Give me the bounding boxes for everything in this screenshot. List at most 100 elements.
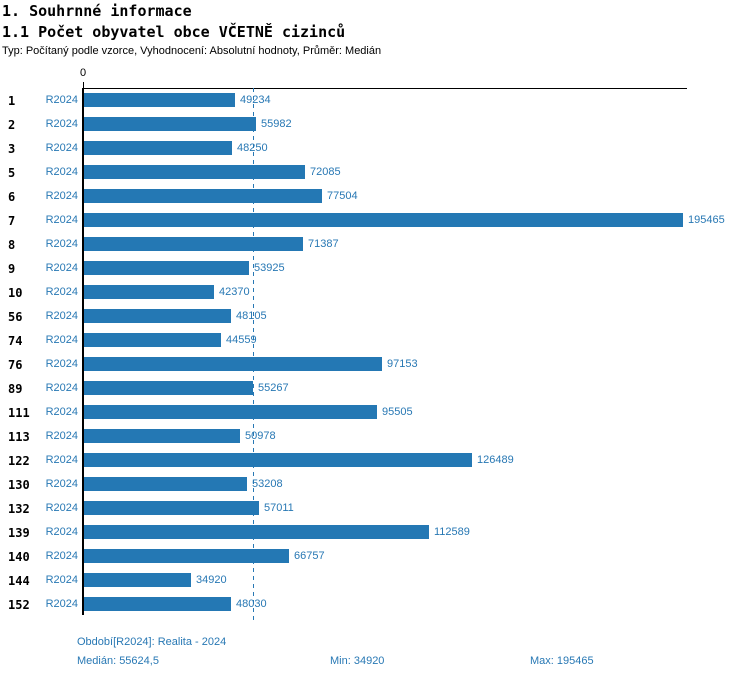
- bar: [84, 429, 240, 443]
- bar: [84, 141, 232, 155]
- bar-value-label: 53208: [252, 478, 283, 490]
- bar-value-label: 55982: [261, 118, 292, 130]
- bar: [84, 333, 221, 347]
- row-series-label: R2024: [45, 574, 78, 586]
- bar: [84, 405, 377, 419]
- row-series-label: R2024: [45, 478, 78, 490]
- row-category-label: 10: [8, 286, 23, 300]
- row-category-label: 2: [8, 118, 16, 132]
- bar: [84, 285, 214, 299]
- row-series-label: R2024: [45, 358, 78, 370]
- row-series-label: R2024: [45, 406, 78, 418]
- bar: [84, 117, 256, 131]
- row-series-label: R2024: [45, 382, 78, 394]
- row-series-label: R2024: [45, 502, 78, 514]
- bar-value-label: 48030: [236, 598, 267, 610]
- footer-median-label: Medián: 55624,5: [77, 655, 159, 667]
- bar-value-label: 126489: [477, 454, 514, 466]
- row-category-label: 152: [8, 598, 30, 612]
- bar: [84, 477, 247, 491]
- bar-value-label: 42370: [219, 286, 250, 298]
- row-category-label: 7: [8, 214, 16, 228]
- bar-value-label: 48105: [236, 310, 267, 322]
- row-category-label: 113: [8, 430, 30, 444]
- bar-value-label: 49234: [240, 94, 271, 106]
- axis-left-line: [82, 88, 84, 615]
- row-category-label: 9: [8, 262, 16, 276]
- chart-meta-line: Typ: Počítaný podle vzorce, Vyhodnocení:…: [2, 45, 382, 57]
- row-series-label: R2024: [45, 598, 78, 610]
- bar: [84, 381, 253, 395]
- bar-value-label: 44559: [226, 334, 257, 346]
- bar-value-label: 50978: [245, 430, 276, 442]
- row-category-label: 144: [8, 574, 30, 588]
- axis-zero-label: 0: [79, 67, 87, 79]
- bar-value-label: 34920: [196, 574, 227, 586]
- row-category-label: 130: [8, 478, 30, 492]
- row-series-label: R2024: [45, 142, 78, 154]
- row-category-label: 74: [8, 334, 23, 348]
- row-category-label: 122: [8, 454, 30, 468]
- row-series-label: R2024: [45, 334, 78, 346]
- row-series-label: R2024: [45, 310, 78, 322]
- row-category-label: 76: [8, 358, 23, 372]
- bar-value-label: 112589: [434, 526, 470, 538]
- bar: [84, 165, 305, 179]
- row-series-label: R2024: [45, 454, 78, 466]
- bar: [84, 501, 259, 515]
- row-category-label: 5: [8, 166, 16, 180]
- row-series-label: R2024: [45, 238, 78, 250]
- bar-value-label: 48250: [237, 142, 268, 154]
- bar: [84, 237, 303, 251]
- footer-max-label: Max: 195465: [530, 655, 594, 667]
- bar: [84, 93, 235, 107]
- bar-value-label: 66757: [294, 550, 325, 562]
- bar-value-label: 72085: [310, 166, 341, 178]
- bar: [84, 213, 683, 227]
- row-category-label: 1: [8, 94, 16, 108]
- row-series-label: R2024: [45, 118, 78, 130]
- row-series-label: R2024: [45, 214, 78, 226]
- row-category-label: 56: [8, 310, 23, 324]
- bar-value-label: 71387: [308, 238, 339, 250]
- bar: [84, 453, 472, 467]
- bar-value-label: 55267: [258, 382, 289, 394]
- bar: [84, 525, 429, 539]
- bar-value-label: 95505: [382, 406, 413, 418]
- row-series-label: R2024: [45, 526, 78, 538]
- median-dashed-line: [253, 88, 254, 620]
- bar: [84, 597, 231, 611]
- axis-zero-tick: [83, 82, 84, 88]
- axis-top-line: [83, 88, 687, 89]
- bar: [84, 549, 289, 563]
- row-series-label: R2024: [45, 94, 78, 106]
- row-series-label: R2024: [45, 166, 78, 178]
- footer-min-label: Min: 34920: [330, 655, 385, 667]
- bar: [84, 573, 191, 587]
- row-category-label: 140: [8, 550, 30, 564]
- row-category-label: 3: [8, 142, 16, 156]
- bar-value-label: 77504: [327, 190, 358, 202]
- row-series-label: R2024: [45, 286, 78, 298]
- bar: [84, 357, 382, 371]
- bar: [84, 189, 322, 203]
- bar-value-label: 195465: [688, 214, 725, 226]
- bar-value-label: 53925: [254, 262, 285, 274]
- bar: [84, 261, 249, 275]
- row-category-label: 132: [8, 502, 30, 516]
- row-category-label: 139: [8, 526, 30, 540]
- footer-period-label: Období[R2024]: Realita - 2024: [77, 636, 227, 648]
- row-series-label: R2024: [45, 430, 78, 442]
- row-category-label: 111: [8, 406, 30, 420]
- row-category-label: 6: [8, 190, 16, 204]
- row-series-label: R2024: [45, 262, 78, 274]
- row-category-label: 8: [8, 238, 16, 252]
- bar-value-label: 97153: [387, 358, 418, 370]
- bar: [84, 309, 231, 323]
- bar-value-label: 57011: [264, 502, 294, 514]
- row-series-label: R2024: [45, 190, 78, 202]
- page-title: 1. Souhrnné informace: [2, 2, 192, 20]
- section-title: 1.1 Počet obyvatel obce VČETNĚ cizinců: [2, 23, 346, 41]
- row-category-label: 89: [8, 382, 23, 396]
